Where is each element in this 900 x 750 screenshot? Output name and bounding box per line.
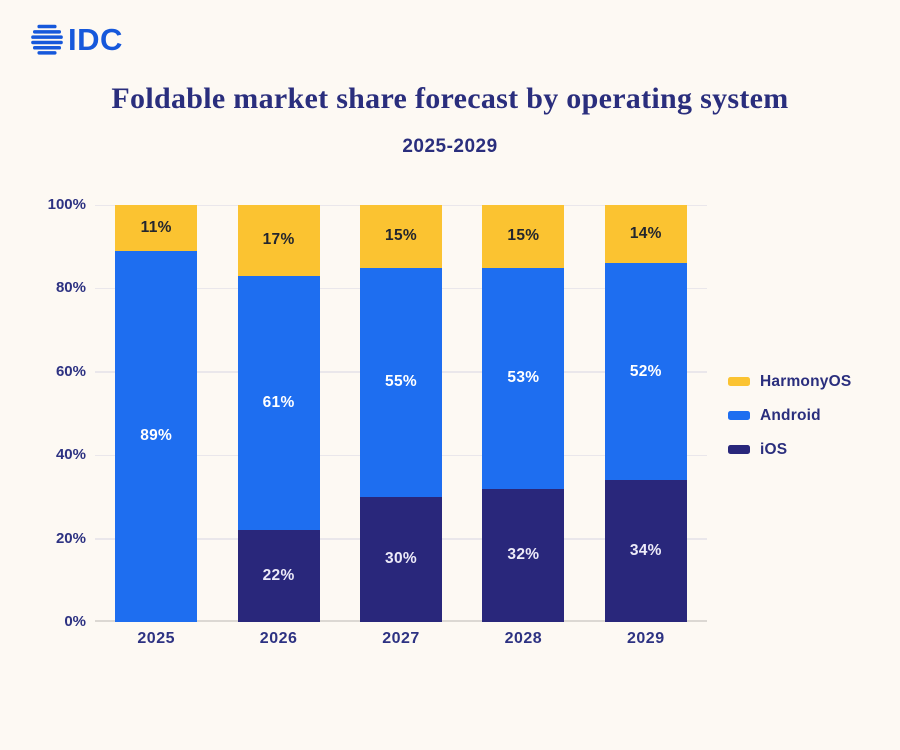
legend-item-android: Android xyxy=(728,406,851,425)
idc-globe-icon xyxy=(31,24,63,55)
segment-harmonyos-2028: 15% xyxy=(482,205,565,268)
y-tick-label: 100% xyxy=(47,196,86,213)
segment-value-label: 15% xyxy=(385,227,417,245)
segment-value-label: 32% xyxy=(507,546,540,564)
segment-ios-2027: 30% xyxy=(360,496,442,622)
y-tick-label: 20% xyxy=(55,529,86,547)
x-tick-label-2025: 2025 xyxy=(137,630,175,647)
segment-ios-2026: 22% xyxy=(237,530,320,622)
segment-harmonyos-2027: 15% xyxy=(360,205,442,268)
legend-label-android: Android xyxy=(760,406,821,424)
segment-ios-2028: 32% xyxy=(482,488,565,622)
legend: HarmonyOS Android iOS xyxy=(728,372,851,459)
legend-label-ios: iOS xyxy=(760,440,788,458)
segment-value-label: 61% xyxy=(262,394,295,412)
legend-swatch-android xyxy=(728,411,750,420)
legend-item-ios: iOS xyxy=(728,440,851,459)
segment-harmonyos-2026: 17% xyxy=(237,205,320,276)
legend-swatch-ios xyxy=(728,445,750,454)
y-tick-label: 60% xyxy=(55,362,86,380)
y-tick-label: 80% xyxy=(55,279,86,297)
segment-value-label: 52% xyxy=(629,362,662,380)
x-tick-label-2028: 2028 xyxy=(504,630,543,647)
segment-harmonyos-2025: 11% xyxy=(115,205,198,251)
segment-value-label: 55% xyxy=(385,373,417,391)
x-axis: 2025 2026 2027 2028 2029 xyxy=(95,624,707,654)
segment-value-label: 30% xyxy=(385,550,417,568)
x-tick-label-2029: 2029 xyxy=(627,630,665,647)
y-tick-label: 0% xyxy=(64,613,86,630)
segment-value-label: 22% xyxy=(262,567,295,585)
chart-title: Foldable market share forecast by operat… xyxy=(111,82,789,115)
idc-logo: IDC xyxy=(30,22,123,56)
segment-harmonyos-2029: 14% xyxy=(604,205,687,264)
segment-android-2026: 61% xyxy=(237,275,320,531)
segment-value-label: 89% xyxy=(140,427,173,445)
segment-android-2029: 52% xyxy=(604,263,687,481)
segment-android-2027: 55% xyxy=(360,267,442,497)
x-tick-label-2026: 2026 xyxy=(259,630,298,647)
legend-label-harmonyos: HarmonyOS xyxy=(760,372,852,390)
bar-2025: 89% 11% xyxy=(115,205,198,622)
y-axis: 0% 20% 40% 60% 80% 100% xyxy=(0,196,86,630)
segment-value-label: 15% xyxy=(507,227,540,245)
idc-logo-text: IDC xyxy=(68,21,123,57)
segment-android-2025: 89% xyxy=(115,250,198,622)
bar-2027: 30% 55% 15% xyxy=(360,205,442,622)
bar-2028: 32% 53% 15% xyxy=(482,205,565,622)
legend-item-harmonyos: HarmonyOS xyxy=(728,372,851,391)
bar-2026: 22% 61% 17% xyxy=(237,205,320,622)
chart-subtitle: 2025-2029 xyxy=(402,136,498,157)
legend-swatch-harmonyos xyxy=(728,377,750,386)
segment-android-2028: 53% xyxy=(482,267,565,489)
plot-area: 89% 11% 22% 61% 17% 30% 55% 15% 32% 53% 15% 34% 52% 1… xyxy=(95,204,707,622)
segment-value-label: 17% xyxy=(262,231,295,249)
y-tick-label: 40% xyxy=(55,446,86,464)
x-tick-label-2027: 2027 xyxy=(382,630,420,647)
segment-value-label: 14% xyxy=(629,225,662,243)
segment-ios-2029: 34% xyxy=(604,480,687,622)
bar-2029: 34% 52% 14% xyxy=(604,205,687,622)
segment-value-label: 11% xyxy=(140,218,172,236)
segment-value-label: 34% xyxy=(629,542,662,560)
segment-value-label: 53% xyxy=(507,369,540,387)
